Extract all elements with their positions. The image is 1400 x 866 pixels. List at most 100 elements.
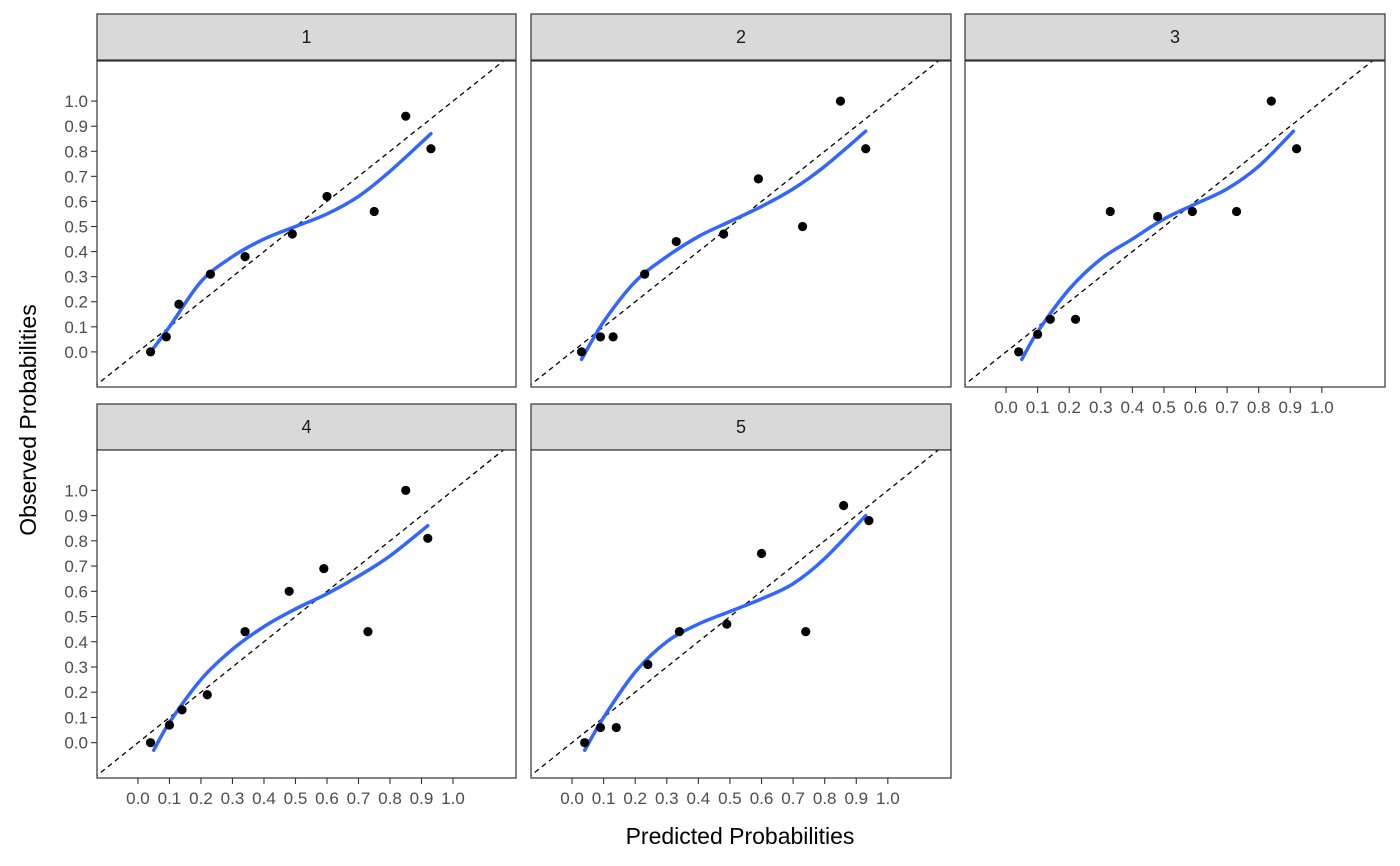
facet-strip-label-2: 2 xyxy=(736,27,746,47)
x-tick-label: 1.0 xyxy=(441,789,465,808)
data-point-1-6 xyxy=(287,229,297,239)
x-tick-label: 0.1 xyxy=(1026,398,1050,417)
y-tick-label: 0.9 xyxy=(64,507,88,526)
x-tick-label: 0.9 xyxy=(410,789,434,808)
data-point-2-9 xyxy=(835,96,846,106)
data-point-3-5 xyxy=(1105,206,1115,217)
x-tick-label: 1.0 xyxy=(1310,398,1334,417)
data-point-5-5 xyxy=(674,627,685,637)
y-tick-label: 0.5 xyxy=(64,218,88,237)
data-point-1-10 xyxy=(426,144,436,154)
data-point-2-2 xyxy=(595,332,606,342)
panel-4: 4 xyxy=(96,403,517,779)
facet-strip-1 xyxy=(96,13,517,61)
data-point-3-4 xyxy=(1070,314,1081,324)
y-tick-label: 0.8 xyxy=(64,532,88,551)
x-tick-label: 0.0 xyxy=(560,789,584,808)
x-tick-label: 0.3 xyxy=(655,789,679,808)
y-tick-label: 0.0 xyxy=(64,734,88,753)
x-tick-label: 0.1 xyxy=(158,789,182,808)
data-point-3-7 xyxy=(1187,206,1197,217)
panel-marks-2 xyxy=(531,61,940,386)
panel-border-3 xyxy=(964,60,1386,388)
x-tick-label: 1.0 xyxy=(876,789,900,808)
y-tick-label: 0.6 xyxy=(64,192,88,211)
facet-strip-label-5: 5 xyxy=(736,417,746,437)
x-tick-label: 0.8 xyxy=(813,789,837,808)
data-point-1-2 xyxy=(161,332,171,342)
facet-strip-label-1: 1 xyxy=(301,27,311,47)
data-point-4-10 xyxy=(423,533,433,543)
x-tick-label: 0.8 xyxy=(1247,398,1271,417)
y-tick-label: 0.4 xyxy=(64,633,88,652)
data-point-1-3 xyxy=(174,299,184,309)
x-tick-label: 0.0 xyxy=(994,398,1018,417)
panel-border-2 xyxy=(530,60,952,388)
data-point-1-8 xyxy=(369,206,379,217)
smooth-line-5 xyxy=(582,513,868,752)
x-tick-label: 0.3 xyxy=(221,789,245,808)
data-point-5-6 xyxy=(722,619,732,629)
panel-border-5 xyxy=(530,449,952,779)
panel-background-5 xyxy=(531,450,951,778)
data-point-2-8 xyxy=(797,221,808,232)
facet-strip-3 xyxy=(964,13,1386,61)
y-tick-label: 0.2 xyxy=(64,293,88,312)
smooth-line-1 xyxy=(148,131,433,354)
data-point-2-4 xyxy=(640,269,650,279)
data-point-3-8 xyxy=(1231,206,1242,217)
data-point-2-3 xyxy=(608,332,618,342)
data-point-3-10 xyxy=(1291,144,1302,154)
data-point-5-2 xyxy=(595,722,606,733)
x-tick-label: 0.6 xyxy=(1184,398,1208,417)
data-point-3-9 xyxy=(1266,96,1276,106)
panel-1: 1 xyxy=(96,13,517,388)
panel-marks-4 xyxy=(97,450,505,777)
data-point-5-9 xyxy=(839,500,849,511)
x-tick-label: 0.1 xyxy=(592,789,616,808)
data-point-3-2 xyxy=(1033,329,1043,339)
x-tick-label: 0.4 xyxy=(252,789,276,808)
panel-border-1 xyxy=(96,60,517,388)
data-point-2-7 xyxy=(753,174,763,184)
panel-marks-3 xyxy=(965,61,1374,386)
smooth-line-4 xyxy=(151,523,430,752)
x-tick-label: 0.0 xyxy=(126,789,150,808)
data-point-2-1 xyxy=(576,347,587,357)
x-tick-label: 0.2 xyxy=(1057,398,1081,417)
data-point-4-1 xyxy=(145,738,156,748)
x-tick-label: 0.4 xyxy=(1121,398,1145,417)
data-point-1-4 xyxy=(205,269,216,279)
x-tick-label: 0.9 xyxy=(1278,398,1302,417)
x-tick-label: 0.6 xyxy=(315,789,339,808)
y-tick-label: 0.0 xyxy=(64,343,88,362)
x-tick-label: 0.2 xyxy=(189,789,213,808)
facet-strip-2 xyxy=(530,13,952,61)
data-point-5-3 xyxy=(611,722,621,733)
data-point-1-9 xyxy=(401,111,411,121)
smooth-line-2 xyxy=(579,129,868,362)
axes-layer: 0.0 0.1 0.2 0.3 0.4 0.5 0.6 0.7 0.8 0.9 1.0 0.0 0.1 0… xyxy=(64,92,1333,808)
data-point-4-8 xyxy=(363,627,373,637)
data-point-4-4 xyxy=(202,690,212,700)
x-tick-label: 0.5 xyxy=(1152,398,1176,417)
panel-2: 2 xyxy=(530,13,952,388)
x-tick-label: 0.7 xyxy=(781,789,805,808)
y-tick-label: 0.1 xyxy=(64,318,88,337)
facet-strip-4 xyxy=(96,403,517,451)
facet-strip-label-4: 4 xyxy=(301,417,311,437)
panel-marks-5 xyxy=(531,450,940,777)
data-point-5-7 xyxy=(756,548,767,559)
data-point-5-10 xyxy=(864,516,874,526)
x-axis-title: Predicted Probabilities xyxy=(626,823,855,849)
x-tick-label: 0.3 xyxy=(1089,398,1113,417)
smooth-line-3 xyxy=(1020,129,1296,362)
x-tick-label: 0.5 xyxy=(284,789,308,808)
y-tick-label: 0.7 xyxy=(64,557,88,576)
data-point-4-3 xyxy=(177,705,187,715)
data-point-4-2 xyxy=(164,720,175,730)
y-tick-label: 0.3 xyxy=(64,268,88,287)
data-point-3-1 xyxy=(1014,347,1024,357)
y-tick-label: 0.1 xyxy=(64,708,88,727)
